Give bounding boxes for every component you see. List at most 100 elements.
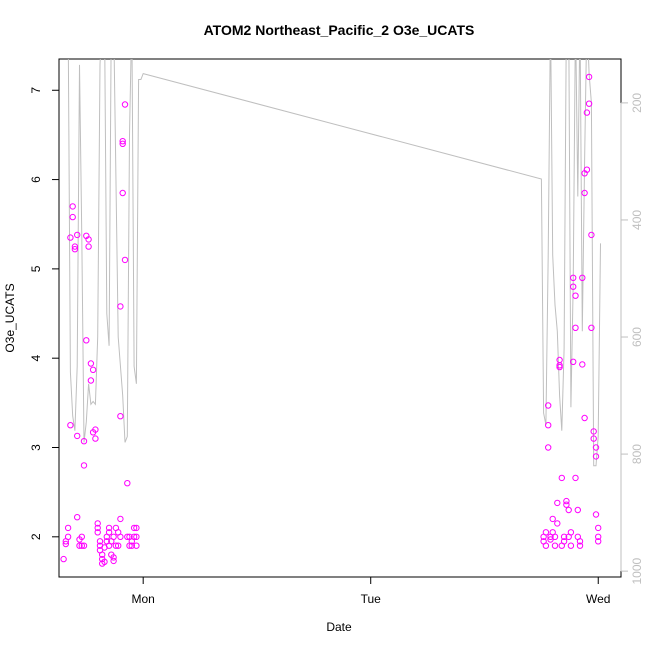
data-point xyxy=(130,533,138,540)
data-point xyxy=(94,524,101,532)
data-point xyxy=(570,358,577,365)
data-points xyxy=(60,73,602,567)
data-point xyxy=(80,438,88,445)
data-point xyxy=(585,100,593,107)
data-point xyxy=(549,515,556,523)
data-point xyxy=(560,533,568,540)
data-point xyxy=(115,542,122,549)
data-point xyxy=(554,499,561,507)
data-point xyxy=(92,426,99,433)
data-point xyxy=(545,444,552,451)
data-point xyxy=(110,557,117,565)
data-point xyxy=(595,533,602,540)
data-point xyxy=(590,428,597,435)
data-point xyxy=(119,140,126,148)
data-point xyxy=(78,533,86,540)
data-point xyxy=(588,231,595,239)
pressure-line-path xyxy=(67,59,601,467)
data-point xyxy=(117,533,124,540)
data-point xyxy=(110,533,117,540)
data-point xyxy=(572,292,579,299)
data-point xyxy=(80,542,88,549)
y-tick-label: 6 xyxy=(29,176,43,183)
data-point xyxy=(112,542,120,549)
y-axis: 2 3 4 5 6 7 xyxy=(29,87,60,540)
data-point xyxy=(592,453,600,460)
data-point xyxy=(85,236,92,243)
data-point xyxy=(124,533,131,540)
x-tick-label: Wed xyxy=(586,592,610,606)
data-point xyxy=(62,540,70,548)
data-point xyxy=(556,363,563,371)
data-point xyxy=(545,422,552,429)
x-tick-label: Mon xyxy=(132,592,155,606)
data-point xyxy=(64,524,72,532)
data-point xyxy=(121,256,129,264)
data-point xyxy=(576,542,584,549)
data-point xyxy=(96,538,104,545)
data-point xyxy=(583,166,591,173)
data-point xyxy=(556,362,563,369)
data-point xyxy=(558,474,565,482)
data-point xyxy=(74,514,81,521)
y-right-tick-label: 600 xyxy=(630,327,644,347)
data-point xyxy=(124,480,131,487)
data-point xyxy=(80,462,88,469)
data-point xyxy=(572,324,579,331)
data-point xyxy=(133,533,140,540)
data-point xyxy=(117,413,124,420)
data-point xyxy=(572,474,579,482)
data-point xyxy=(545,402,552,409)
x-axis: Mon Tue Wed xyxy=(132,576,610,606)
data-point xyxy=(595,538,602,545)
data-point xyxy=(94,529,101,536)
data-point xyxy=(74,231,81,239)
data-point xyxy=(74,432,81,440)
data-point xyxy=(133,524,140,532)
data-point xyxy=(69,203,76,210)
data-point xyxy=(583,109,591,116)
data-point xyxy=(87,360,95,367)
data-point xyxy=(585,73,593,81)
data-point xyxy=(570,274,577,281)
data-point xyxy=(581,414,588,422)
y-right-tick-label: 400 xyxy=(630,210,644,230)
data-point xyxy=(551,542,559,549)
data-point xyxy=(105,524,113,532)
data-point xyxy=(67,234,74,241)
data-point xyxy=(69,213,76,221)
y-tick-label: 3 xyxy=(29,444,43,451)
data-point xyxy=(570,283,577,290)
data-point xyxy=(567,542,575,549)
data-point xyxy=(78,542,86,549)
y-tick-label: 4 xyxy=(29,355,43,362)
data-point xyxy=(563,497,570,505)
data-point xyxy=(99,551,106,558)
y-right-tick-label: 1000 xyxy=(630,557,644,584)
data-point xyxy=(551,533,559,540)
data-point xyxy=(133,542,140,549)
data-point xyxy=(581,189,588,197)
data-point xyxy=(542,542,550,549)
data-point xyxy=(87,377,95,384)
plot-frame xyxy=(58,58,622,578)
data-point xyxy=(567,529,575,536)
data-point xyxy=(579,361,586,368)
data-point xyxy=(554,520,561,527)
pressure-line xyxy=(67,59,601,467)
data-point xyxy=(565,506,572,514)
data-point xyxy=(92,435,99,442)
data-point xyxy=(76,542,83,549)
data-point xyxy=(556,356,563,364)
chart-title: ATOM2 Northeast_Pacific_2 O3e_UCATS xyxy=(204,22,475,38)
y-axis-label: O3e_UCATS xyxy=(3,283,17,352)
data-point xyxy=(121,101,129,108)
data-point xyxy=(119,138,126,145)
data-point xyxy=(117,303,124,310)
y-right-tick-label: 800 xyxy=(630,444,644,464)
data-point xyxy=(547,536,554,543)
data-point xyxy=(110,554,117,561)
data-point xyxy=(590,435,597,442)
data-point xyxy=(117,515,124,523)
